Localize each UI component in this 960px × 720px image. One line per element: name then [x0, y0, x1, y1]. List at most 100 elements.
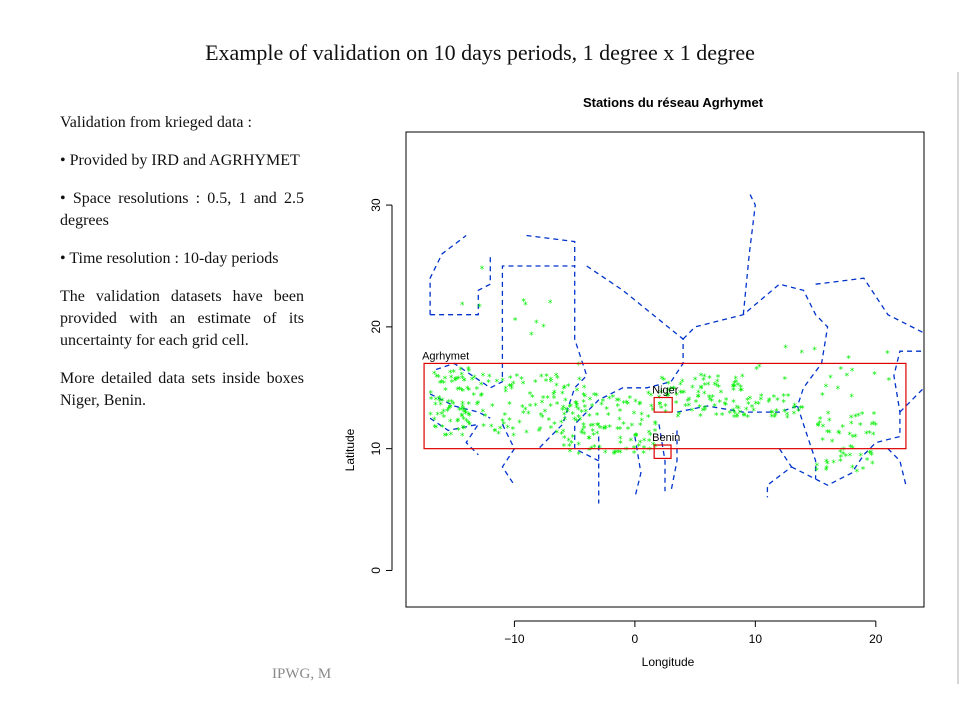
station-point: *: [792, 404, 797, 414]
axes: −10 0 10 20 0 10 20 30: [369, 198, 883, 646]
station-point: *: [500, 417, 505, 427]
station-point: *: [594, 392, 599, 402]
x-tick-label: 10: [749, 632, 763, 646]
station-point: *: [456, 426, 461, 436]
boundary-line: [766, 448, 793, 498]
station-point: *: [534, 319, 539, 329]
station-point: *: [775, 397, 780, 407]
intro-text: Validation from krieged data :: [60, 114, 252, 131]
station-point: *: [641, 450, 646, 460]
station-point: *: [850, 367, 855, 377]
station-point: *: [759, 392, 764, 402]
boundary-line: [658, 424, 666, 492]
station-point: *: [578, 416, 583, 426]
station-point: *: [744, 406, 749, 416]
station-point: *: [493, 427, 498, 437]
station-point: *: [554, 382, 559, 392]
station-point: *: [615, 403, 620, 413]
station-point: *: [595, 422, 600, 432]
detailed-datasets-paragraph: More detailed data sets inside boxes Nig…: [60, 370, 304, 409]
station-point: *: [860, 411, 865, 421]
station-point: *: [853, 433, 858, 443]
station-point: *: [526, 410, 531, 420]
station-point: *: [647, 446, 652, 456]
station-point: *: [659, 405, 664, 415]
station-point: *: [569, 402, 574, 412]
station-point: *: [438, 398, 443, 408]
station-point: *: [472, 392, 477, 402]
station-point: *: [820, 437, 825, 447]
station-point: *: [742, 413, 747, 423]
station-point: *: [694, 399, 699, 409]
station-point: *: [639, 411, 644, 421]
station-point: *: [576, 413, 581, 423]
station-point: *: [871, 431, 876, 441]
station-point: *: [598, 425, 603, 435]
station-point: *: [850, 464, 855, 474]
station-point: *: [714, 412, 719, 422]
station-point: *: [432, 370, 437, 380]
station-point: *: [495, 378, 500, 388]
station-point: *: [772, 413, 777, 423]
station-point: *: [463, 410, 468, 420]
station-point: *: [432, 416, 437, 426]
station-point: *: [658, 401, 663, 411]
region-box-label: Niger: [652, 385, 679, 397]
station-point: *: [466, 366, 471, 376]
station-point: *: [500, 377, 505, 387]
station-point: *: [662, 377, 667, 387]
station-point: *: [720, 412, 725, 422]
station-point: *: [859, 452, 864, 462]
text-block: Validation from krieged data : Provided …: [60, 112, 304, 428]
station-point: *: [437, 394, 442, 404]
station-point: *: [521, 298, 526, 308]
station-point: *: [769, 413, 774, 423]
station-point: *: [687, 402, 692, 412]
station-point: *: [467, 421, 472, 431]
station-point: *: [618, 407, 623, 417]
station-point: *: [559, 431, 564, 441]
station-point: *: [674, 392, 679, 402]
station-point: *: [853, 413, 858, 423]
station-point: *: [712, 402, 717, 412]
station-point: *: [582, 384, 587, 394]
station-point: *: [735, 412, 740, 422]
station-point: *: [770, 409, 775, 419]
station-point: *: [455, 418, 460, 428]
station-point: *: [827, 417, 832, 427]
station-point: *: [446, 399, 451, 409]
station-point: *: [486, 379, 491, 389]
station-point: *: [621, 421, 626, 431]
boundary-line: [526, 234, 576, 266]
station-point: *: [575, 401, 580, 411]
station-point: *: [618, 439, 623, 449]
station-point: *: [528, 391, 533, 401]
station-point: *: [560, 407, 565, 417]
station-point: *: [587, 435, 592, 445]
station-point: *: [438, 380, 443, 390]
station-point: *: [603, 424, 608, 434]
station-point: *: [533, 402, 538, 412]
station-point: *: [624, 399, 629, 409]
station-point: *: [591, 432, 596, 442]
station-point: *: [508, 374, 513, 384]
station-point: *: [498, 425, 503, 435]
station-point: *: [461, 406, 466, 416]
station-point: *: [783, 376, 788, 386]
station-map-chart: Stations du réseau Agrhymet Longitude La…: [343, 95, 925, 669]
station-point: *: [732, 383, 737, 393]
station-point: *: [513, 317, 518, 327]
station-point: *: [630, 422, 635, 432]
station-point: *: [678, 381, 683, 391]
station-point: *: [861, 466, 866, 476]
region-boxes: Agrhymet Niger Benin: [422, 350, 907, 460]
station-point: *: [460, 400, 465, 410]
station-point: *: [507, 382, 512, 392]
station-point: *: [567, 403, 572, 413]
station-point: *: [869, 449, 874, 459]
station-point: *: [647, 438, 652, 448]
station-point: *: [434, 396, 439, 406]
station-point: *: [646, 390, 651, 400]
station-point: *: [451, 400, 456, 410]
station-point: *: [440, 424, 445, 434]
